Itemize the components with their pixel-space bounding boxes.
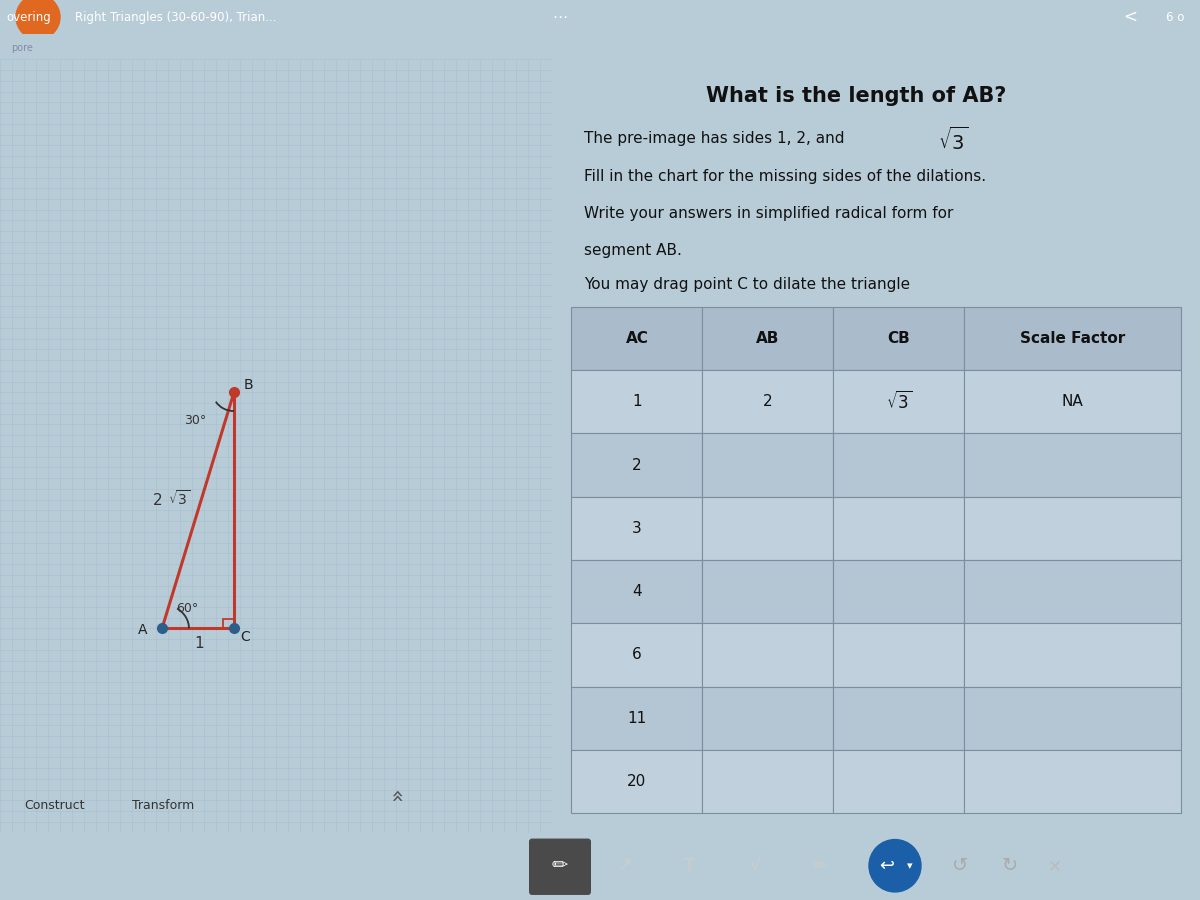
Bar bbox=[702, 307, 833, 370]
Text: A: A bbox=[138, 623, 148, 637]
Text: Scale Factor: Scale Factor bbox=[1020, 331, 1126, 346]
Bar bbox=[702, 497, 833, 560]
Text: AB: AB bbox=[756, 331, 780, 346]
Text: »: » bbox=[386, 787, 406, 800]
Text: √: √ bbox=[749, 857, 761, 875]
Bar bbox=[965, 307, 1181, 370]
Bar bbox=[833, 497, 965, 560]
Text: The pre-image has sides 1, 2, and: The pre-image has sides 1, 2, and bbox=[584, 130, 850, 146]
Bar bbox=[571, 560, 702, 624]
Text: 6: 6 bbox=[632, 647, 642, 662]
Text: ✏: ✏ bbox=[552, 856, 568, 875]
Bar bbox=[833, 370, 965, 434]
Bar bbox=[833, 434, 965, 497]
Bar bbox=[571, 687, 702, 750]
Bar bbox=[702, 434, 833, 497]
Text: 1: 1 bbox=[632, 394, 642, 410]
Text: $\sqrt{3}$: $\sqrt{3}$ bbox=[886, 391, 912, 413]
Text: Construct: Construct bbox=[24, 799, 84, 812]
Text: What is the length of AB?: What is the length of AB? bbox=[707, 86, 1007, 106]
Bar bbox=[571, 370, 702, 434]
Text: C: C bbox=[240, 630, 250, 644]
Text: ▾: ▾ bbox=[907, 860, 913, 870]
Text: segment AB.: segment AB. bbox=[584, 243, 683, 258]
Bar bbox=[571, 624, 702, 687]
Bar bbox=[833, 750, 965, 814]
Bar bbox=[965, 750, 1181, 814]
Text: CB: CB bbox=[888, 331, 911, 346]
Text: ⋯: ⋯ bbox=[552, 10, 568, 24]
Text: 1: 1 bbox=[194, 635, 204, 651]
Bar bbox=[965, 370, 1181, 434]
Bar bbox=[965, 434, 1181, 497]
Text: ↺: ↺ bbox=[952, 856, 968, 875]
Bar bbox=[702, 750, 833, 814]
Bar bbox=[702, 624, 833, 687]
Bar bbox=[833, 687, 965, 750]
Text: Write your answers in simplified radical form for: Write your answers in simplified radical… bbox=[584, 206, 954, 221]
Bar bbox=[571, 307, 702, 370]
Bar bbox=[702, 687, 833, 750]
Text: Right Triangles (30-60-90), Trian...: Right Triangles (30-60-90), Trian... bbox=[74, 11, 276, 23]
Bar bbox=[833, 560, 965, 624]
Bar bbox=[965, 497, 1181, 560]
Text: B: B bbox=[244, 378, 253, 392]
Text: ✕: ✕ bbox=[1048, 857, 1062, 875]
Text: $\sqrt{3}$: $\sqrt{3}$ bbox=[168, 489, 190, 508]
Bar bbox=[965, 624, 1181, 687]
Text: pore: pore bbox=[11, 43, 32, 53]
Text: T: T bbox=[684, 857, 696, 875]
Circle shape bbox=[869, 840, 922, 892]
Text: ✏: ✏ bbox=[812, 857, 828, 875]
Text: ↗: ↗ bbox=[618, 857, 632, 875]
Text: 30°: 30° bbox=[184, 415, 206, 428]
Bar bbox=[702, 370, 833, 434]
Text: 11: 11 bbox=[628, 711, 647, 725]
Text: 20: 20 bbox=[628, 774, 647, 789]
Circle shape bbox=[16, 0, 60, 40]
Text: ↻: ↻ bbox=[1002, 856, 1018, 875]
Text: 2: 2 bbox=[632, 457, 642, 472]
Text: Transform: Transform bbox=[132, 799, 194, 812]
Bar bbox=[833, 307, 965, 370]
Text: 4: 4 bbox=[632, 584, 642, 599]
Bar bbox=[965, 687, 1181, 750]
Text: Fill in the chart for the missing sides of the dilations.: Fill in the chart for the missing sides … bbox=[584, 169, 986, 184]
Bar bbox=[965, 560, 1181, 624]
Bar bbox=[571, 750, 702, 814]
Text: 60°: 60° bbox=[176, 602, 199, 616]
FancyBboxPatch shape bbox=[529, 839, 592, 895]
Text: overing: overing bbox=[6, 11, 50, 23]
Text: 6 o: 6 o bbox=[1166, 11, 1184, 23]
Bar bbox=[223, 619, 234, 628]
Text: ↩: ↩ bbox=[880, 857, 894, 875]
Text: $\sqrt{3}$: $\sqrt{3}$ bbox=[937, 127, 968, 154]
Text: NA: NA bbox=[1062, 394, 1084, 410]
Text: 2: 2 bbox=[152, 493, 162, 508]
Text: You may drag point C to dilate the triangle: You may drag point C to dilate the trian… bbox=[584, 277, 911, 292]
Text: <: < bbox=[1123, 8, 1138, 26]
Text: AC: AC bbox=[625, 331, 648, 346]
Bar bbox=[571, 434, 702, 497]
Text: 3: 3 bbox=[632, 521, 642, 535]
Bar bbox=[833, 624, 965, 687]
Text: 2: 2 bbox=[763, 394, 773, 410]
Bar bbox=[702, 560, 833, 624]
Bar bbox=[571, 497, 702, 560]
